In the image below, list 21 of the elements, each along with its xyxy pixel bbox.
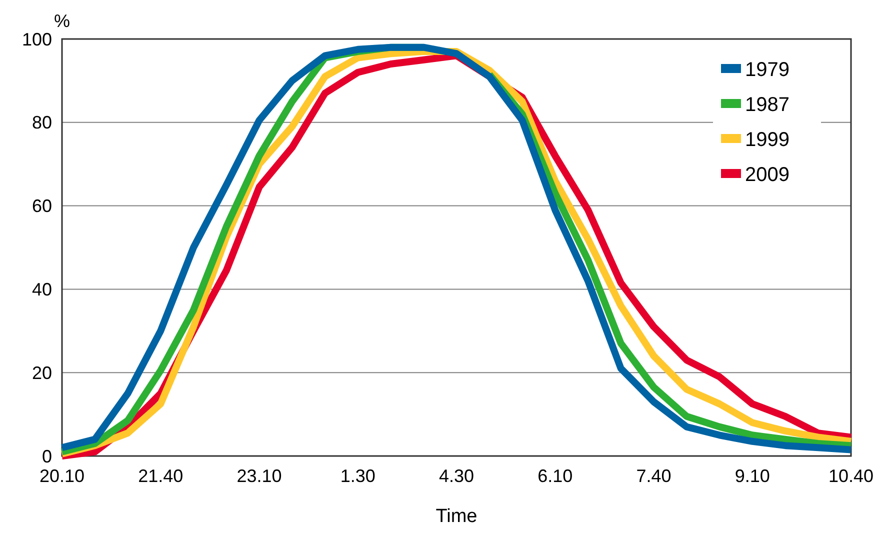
x-axis-title: Time <box>436 506 478 527</box>
legend-label: 1987 <box>745 94 790 116</box>
y-tick-label: 80 <box>32 112 52 133</box>
y-axis-title: % <box>54 11 70 31</box>
y-tick-label: 60 <box>32 196 52 216</box>
legend-label: 1979 <box>745 59 790 81</box>
legend-label: 1999 <box>745 129 790 151</box>
x-tick-label: 21.40 <box>138 466 184 486</box>
x-tick-label: 9.10 <box>734 466 770 486</box>
x-tick-label: 23.10 <box>236 466 282 486</box>
x-tick-label: 6.10 <box>538 466 573 486</box>
y-tick-label: 100 <box>22 29 52 50</box>
x-tick-label: 7.40 <box>636 466 672 486</box>
y-tick-label: 0 <box>42 446 52 466</box>
x-tick-label: 4.30 <box>438 466 474 486</box>
y-tick-label: 40 <box>32 280 52 300</box>
x-tick-label: 1.30 <box>340 466 376 486</box>
legend-label: 2009 <box>745 164 790 186</box>
x-tick-label: 10.40 <box>828 466 874 486</box>
y-tick-label: 20 <box>32 362 52 383</box>
x-tick-label: 20.10 <box>39 466 85 486</box>
